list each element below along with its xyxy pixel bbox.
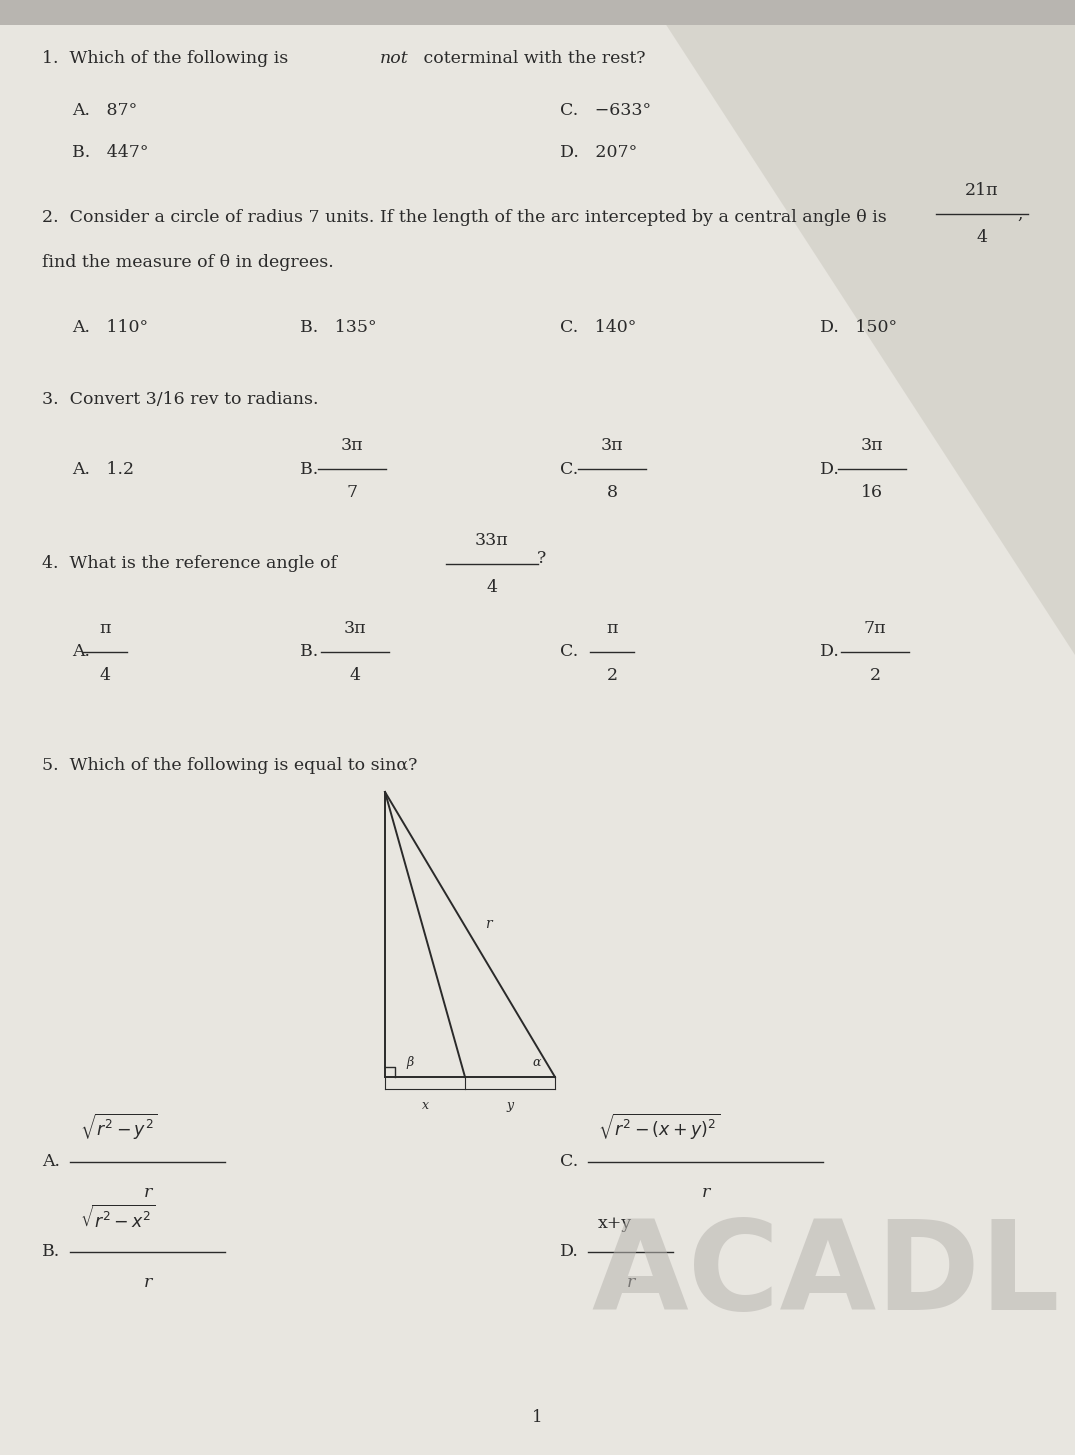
Text: β: β — [406, 1056, 414, 1069]
Text: C.   140°: C. 140° — [560, 319, 636, 336]
Text: B.   447°: B. 447° — [72, 144, 148, 162]
Text: ?: ? — [538, 550, 546, 567]
Text: coterminal with the rest?: coterminal with the rest? — [418, 49, 645, 67]
Text: 5.  Which of the following is equal to sinα?: 5. Which of the following is equal to si… — [42, 757, 417, 774]
Text: not: not — [379, 49, 408, 67]
Text: A.   87°: A. 87° — [72, 102, 138, 119]
Text: B.: B. — [300, 460, 334, 477]
Text: 3.  Convert 3/16 rev to radians.: 3. Convert 3/16 rev to radians. — [42, 391, 318, 407]
Text: A.: A. — [42, 1154, 60, 1170]
Polygon shape — [650, 0, 1075, 655]
Text: r: r — [485, 918, 491, 931]
Text: 4: 4 — [487, 579, 498, 597]
Text: 3π: 3π — [601, 436, 624, 454]
Text: 2.  Consider a circle of radius 7 units. If the length of the arc intercepted by: 2. Consider a circle of radius 7 units. … — [42, 210, 887, 226]
Text: ACADL: ACADL — [591, 1215, 1060, 1336]
Text: 4: 4 — [100, 666, 111, 684]
Text: π: π — [99, 620, 111, 637]
Text: 1.  Which of the following is: 1. Which of the following is — [42, 49, 293, 67]
Text: 3π: 3π — [341, 436, 363, 454]
Text: 3π: 3π — [861, 436, 884, 454]
Text: D.: D. — [820, 643, 856, 661]
Text: A.   110°: A. 110° — [72, 319, 148, 336]
Text: 8: 8 — [606, 485, 617, 501]
Text: 2: 2 — [870, 666, 880, 684]
Text: C.: C. — [560, 460, 594, 477]
Text: B.: B. — [300, 643, 334, 661]
Text: D.   207°: D. 207° — [560, 144, 637, 162]
Text: C.   −633°: C. −633° — [560, 102, 651, 119]
Text: $\sqrt{r^2-x^2}$: $\sqrt{r^2-x^2}$ — [80, 1205, 155, 1232]
Text: r: r — [143, 1184, 152, 1200]
Text: α: α — [533, 1056, 541, 1069]
Text: D.: D. — [560, 1244, 578, 1260]
Text: C.: C. — [560, 643, 594, 661]
Text: 4: 4 — [349, 666, 360, 684]
Text: y: y — [506, 1099, 514, 1112]
Text: 7: 7 — [346, 485, 358, 501]
Text: $\sqrt{r^2-(x+y)^2}$: $\sqrt{r^2-(x+y)^2}$ — [598, 1112, 720, 1142]
Text: 1: 1 — [532, 1408, 543, 1426]
Text: find the measure of θ in degrees.: find the measure of θ in degrees. — [42, 255, 333, 271]
Text: D.   150°: D. 150° — [820, 319, 898, 336]
Text: $\sqrt{r^2-y^2}$: $\sqrt{r^2-y^2}$ — [80, 1112, 157, 1142]
Text: B.   135°: B. 135° — [300, 319, 376, 336]
Text: π: π — [606, 620, 618, 637]
Text: 4.  What is the reference angle of: 4. What is the reference angle of — [42, 556, 336, 572]
Text: r: r — [143, 1275, 152, 1291]
Text: A.: A. — [72, 643, 106, 661]
Text: 7π: 7π — [863, 620, 886, 637]
Text: 21π: 21π — [965, 182, 999, 199]
Text: C.: C. — [560, 1154, 578, 1170]
Text: 33π: 33π — [475, 533, 508, 549]
Text: 4: 4 — [976, 228, 988, 246]
Bar — [0, 0, 1075, 25]
Text: ,: , — [1017, 205, 1022, 223]
Text: B.: B. — [42, 1244, 60, 1260]
Text: x+y: x+y — [598, 1215, 632, 1232]
Text: 3π: 3π — [344, 620, 367, 637]
Text: r: r — [627, 1275, 634, 1291]
Text: x: x — [421, 1099, 429, 1112]
Text: r: r — [701, 1184, 710, 1200]
Text: 16: 16 — [861, 485, 883, 501]
Text: D.: D. — [820, 460, 856, 477]
Text: A.   1.2: A. 1.2 — [72, 460, 134, 477]
Text: 2: 2 — [606, 666, 617, 684]
